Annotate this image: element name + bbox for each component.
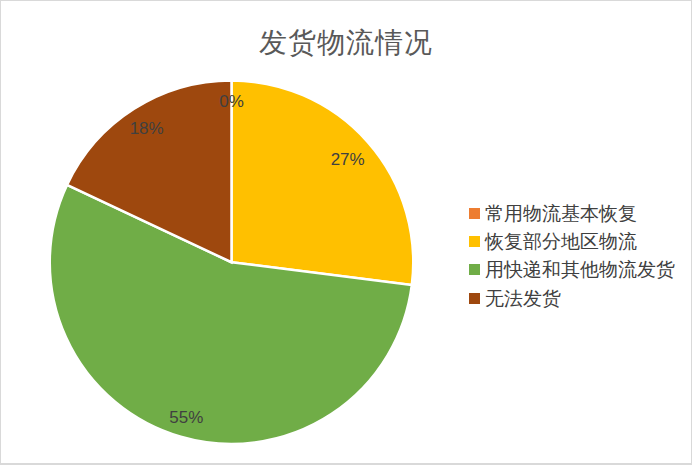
pie-chart: 发货物流情况 0%27%55%18% 常用物流基本恢复恢复部分地区物流用快递和其… [0,0,692,465]
legend-item-1[interactable]: 恢复部分地区物流 [469,227,675,255]
legend-item-3[interactable]: 无法发货 [469,284,675,312]
data-label-3: 18% [130,119,164,139]
legend-marker-icon [469,236,480,247]
data-label-1: 27% [331,150,365,170]
legend-label: 用快递和其他物流发货 [485,260,675,279]
legend: 常用物流基本恢复恢复部分地区物流用快递和其他物流发货无法发货 [469,199,675,312]
legend-marker-icon [469,293,480,304]
legend-item-0[interactable]: 常用物流基本恢复 [469,199,675,227]
pie-slice-1[interactable] [232,81,414,286]
legend-label: 无法发货 [485,289,561,308]
legend-marker-icon [469,264,480,275]
legend-item-2[interactable]: 用快递和其他物流发货 [469,256,675,284]
legend-marker-icon [469,208,480,219]
legend-label: 恢复部分地区物流 [485,232,637,251]
data-label-0: 0% [219,92,244,112]
legend-label: 常用物流基本恢复 [485,204,637,223]
data-label-2: 55% [169,408,203,428]
